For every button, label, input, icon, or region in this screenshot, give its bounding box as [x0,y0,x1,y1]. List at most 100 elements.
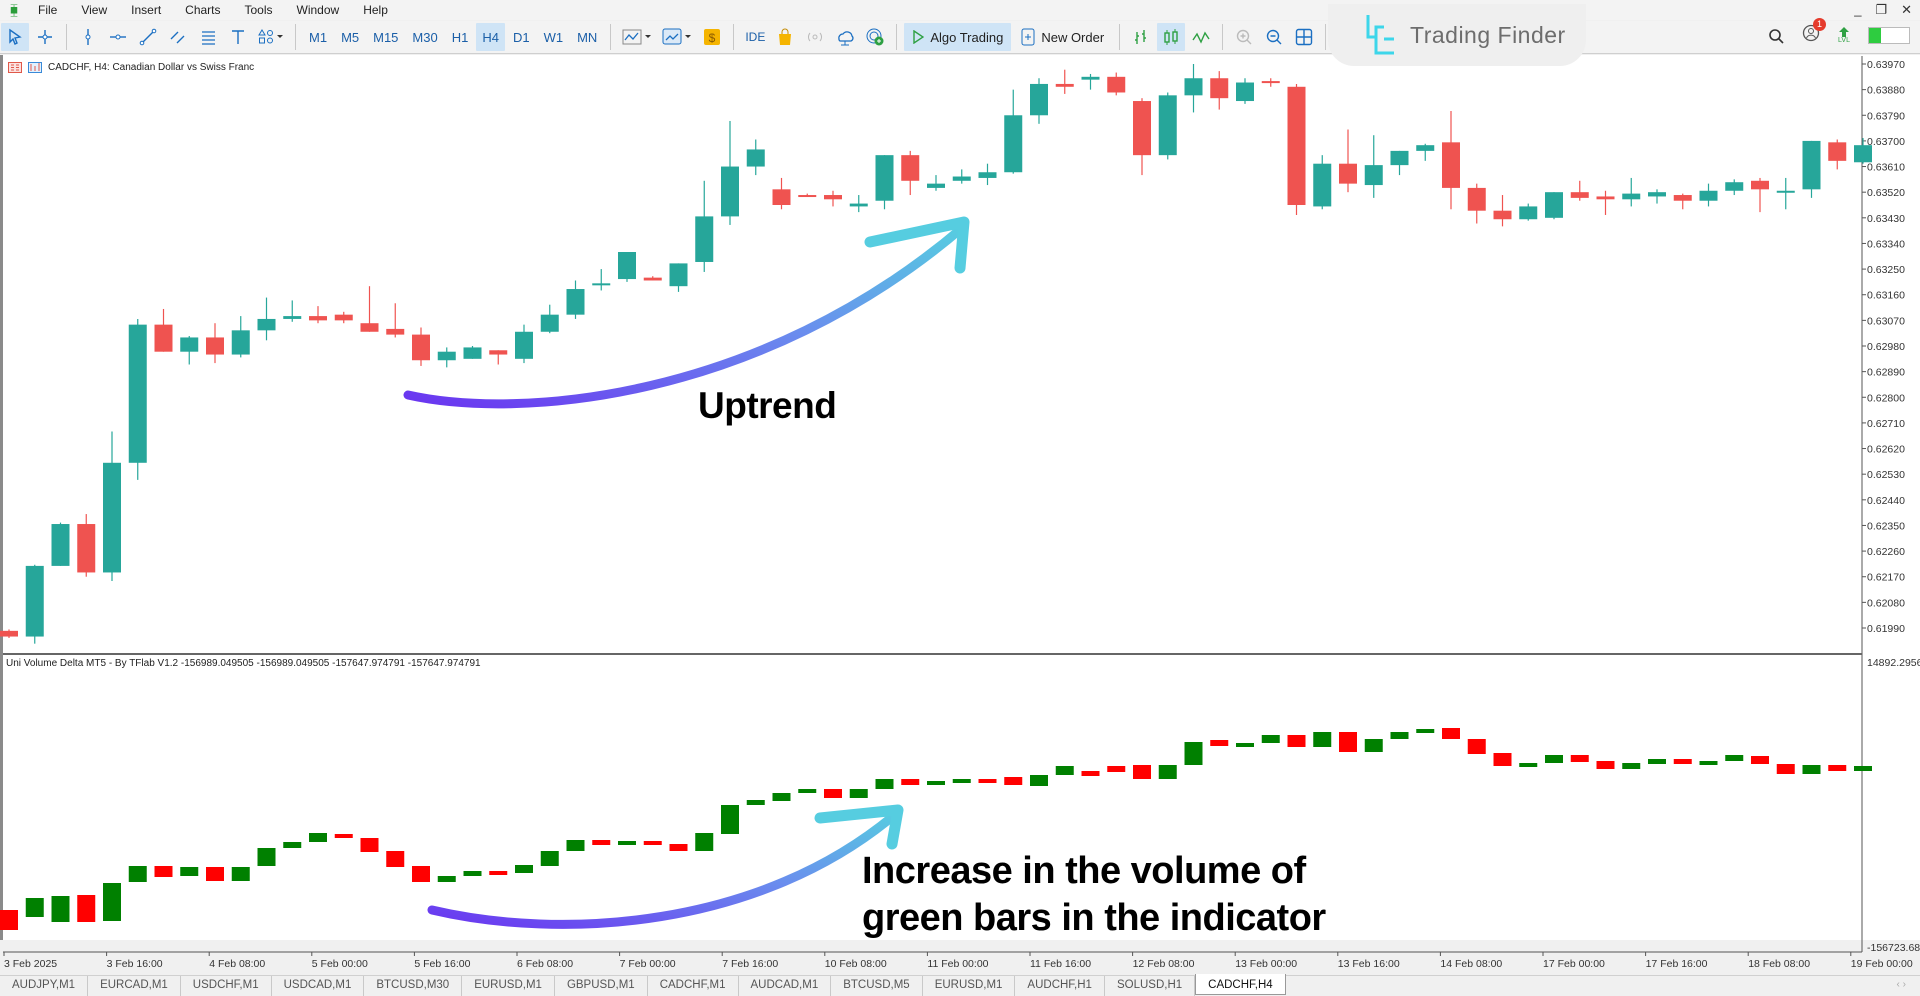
symbol-tab[interactable]: EURUSD,M1 [923,976,1016,996]
volume-delta-bar [1004,777,1023,785]
volume-delta-bar [257,848,276,866]
new-order-button[interactable]: New Order [1013,23,1112,51]
symbol-tab[interactable]: EURCAD,M1 [88,976,181,996]
volume-delta-bar [180,867,199,876]
menu-file[interactable]: File [38,3,58,17]
separator [295,24,296,50]
time-tick-label: 5 Feb 16:00 [414,958,470,970]
symbol-tab[interactable]: SOLUSD,H1 [1105,976,1196,996]
trendline-button[interactable] [134,23,162,51]
search-icon[interactable] [1768,28,1784,44]
account-button[interactable] [861,23,889,51]
signals-button[interactable] [801,23,829,51]
symbol-tab[interactable]: BTCUSD,M5 [831,976,923,996]
price-tick-label: 0.63970 [1867,59,1905,71]
market-button[interactable]: $ [698,23,726,51]
symbol-tab[interactable]: USDCAD,M1 [272,976,365,996]
chart-title: CADCHF, H4: Canadian Dollar vs Swiss Fra… [8,62,254,73]
channel-button[interactable] [164,23,192,51]
vertical-line-button[interactable] [74,23,102,51]
indicator-max-label: 14892.2956 [1867,657,1920,669]
candle [283,300,302,322]
timeframe-m5[interactable]: M5 [341,29,360,45]
symbol-info-icon [8,62,22,73]
level-up-icon [1839,26,1849,37]
candle [1802,140,1821,198]
zoom-out-button[interactable] [1260,23,1288,51]
close-button[interactable]: ✕ [1901,2,1912,17]
zoom-in-icon [1236,29,1252,45]
indicator-title: Uni Volume Delta MT5 - By TFlab V1.2 -15… [6,658,481,669]
tab-scroll-arrows[interactable]: ‹ › [1896,979,1906,990]
volume-delta-bar [1802,765,1821,774]
vertical-line-icon [85,29,91,45]
select-cursor-button[interactable] [1,23,29,51]
symbol-tab[interactable]: CADCHF,H4 [1195,974,1286,995]
candle [515,324,533,364]
menu-view[interactable]: View [81,3,108,17]
templates-dropdown[interactable] [658,23,696,51]
indicator-min-label: -156723.68 [1867,942,1920,954]
price-tick-label: 0.63520 [1867,187,1905,199]
symbol-tab[interactable]: GBPUSD,M1 [555,976,648,996]
candlestick-button[interactable] [1157,23,1186,51]
timeframe-d1[interactable]: D1 [512,29,530,45]
candle [1570,180,1589,201]
shapes-button[interactable] [254,23,288,51]
chart-window[interactable] [0,55,1920,940]
timeframe-h4[interactable]: H4 [476,23,505,51]
symbol-tab[interactable]: BTCUSD,M30 [364,976,463,996]
symbol-tab[interactable]: AUDJPY,M1 [0,976,89,996]
candle [1133,98,1151,176]
candle [1854,138,1872,164]
menu-window[interactable]: Window [296,3,340,17]
timeframe-w1[interactable]: W1 [543,29,564,45]
timeframe-m15[interactable]: M15 [373,29,399,45]
crosshair-button[interactable] [31,23,59,51]
menu-help[interactable]: Help [363,3,388,17]
timeframe-m30[interactable]: M30 [412,29,438,45]
indicators-dropdown[interactable] [618,23,656,51]
zoom-in-button[interactable] [1230,23,1258,51]
price-tick-label: 0.63250 [1867,264,1905,276]
line-chart-button[interactable] [1187,23,1215,51]
candle [927,175,945,191]
price-tick-label: 0.62980 [1867,341,1905,353]
timeframe-h1[interactable]: H1 [451,29,469,45]
symbol-tab[interactable]: AUDCHF,H1 [1015,976,1105,996]
vps-button[interactable] [831,23,859,51]
price-tick-label: 0.63430 [1867,213,1905,225]
fibonacci-button[interactable] [194,23,222,51]
bar-chart-button[interactable] [1127,23,1155,51]
algo-trading-button[interactable]: Algo Trading [904,23,1012,51]
symbol-tab[interactable]: CADCHF,M1 [648,976,739,996]
tile-windows-button[interactable] [1290,23,1318,51]
candle [746,139,765,176]
text-button[interactable] [224,23,252,51]
symbol-tab[interactable]: EURUSD,M1 [462,976,555,996]
candle [1030,78,1048,124]
restore-button[interactable]: ❐ [1875,2,1888,17]
symbol-tab[interactable]: USDCHF,M1 [181,976,272,996]
timeframe-m1[interactable]: M1 [309,29,328,45]
candle [1673,193,1692,210]
volume-delta-bar [1776,764,1795,774]
candle [257,297,276,341]
notifications-button[interactable]: 1 [1802,18,1826,47]
menu-charts[interactable]: Charts [185,3,221,17]
zoom-out-icon [1266,29,1282,45]
candle [1390,150,1409,176]
candle [1699,183,1718,207]
horizontal-line-button[interactable] [104,23,132,51]
volume-delta-bar [206,867,224,881]
menu-tools[interactable]: Tools [244,3,273,17]
candle [1313,155,1332,210]
ide-button[interactable]: IDE [741,23,769,51]
volume-arrow-icon [427,804,904,929]
candle [463,346,482,359]
timeframe-mn[interactable]: MN [577,29,598,45]
menu-insert[interactable]: Insert [131,3,162,17]
shop-button[interactable] [771,23,799,51]
minimize-button[interactable]: _ [1854,2,1862,17]
symbol-tab[interactable]: AUDCAD,M1 [739,976,832,996]
